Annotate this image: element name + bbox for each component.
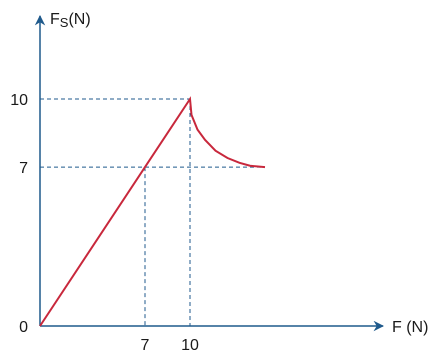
guide-lines (40, 98, 265, 326)
y-axis-title: FS(N) (50, 11, 91, 30)
x-tick-label-7: 7 (141, 337, 150, 354)
y-axis-title-sub: S (60, 15, 69, 30)
x-tick-label-10: 10 (181, 337, 199, 354)
y-axis-title-main: F (50, 11, 60, 28)
y-tick-label-10: 10 (10, 92, 28, 109)
y-tick-label-7: 7 (19, 160, 28, 177)
y-tick-labels: 7 10 (10, 92, 28, 177)
x-axis-title: F (N) (392, 319, 428, 336)
series-line (39, 96, 266, 327)
y-axis-title-unit: (N) (68, 11, 90, 28)
x-tick-labels: 7 10 (141, 337, 199, 354)
origin-label: 0 (19, 319, 28, 336)
